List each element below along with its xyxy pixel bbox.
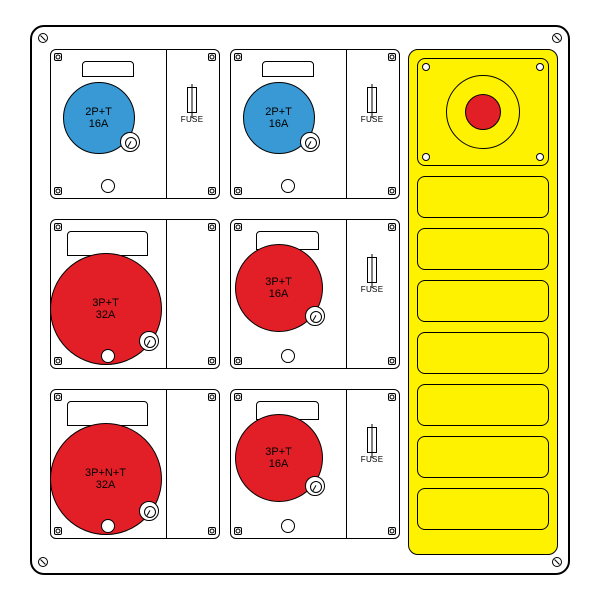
- screw-icon: [208, 393, 216, 401]
- emergency-stop-panel: [417, 58, 549, 166]
- fuse-icon: [367, 257, 377, 283]
- divider: [346, 49, 347, 199]
- breaker-slot: [417, 384, 549, 426]
- divider: [346, 219, 347, 369]
- screw-icon: [38, 557, 48, 567]
- socket-flap: [67, 401, 148, 426]
- screw-icon: [388, 393, 396, 401]
- lock-indicator-icon: [305, 306, 325, 326]
- mini-connector-icon: [281, 519, 295, 533]
- fuse-icon: [367, 427, 377, 453]
- socket-rating-line1: 3P+T: [92, 297, 119, 309]
- screw-icon: [208, 527, 216, 535]
- breaker-slot: [417, 332, 549, 374]
- screw-icon: [208, 223, 216, 231]
- screw-icon: [208, 53, 216, 61]
- socket-module: 2P+T16A FUSE: [50, 49, 220, 199]
- screw-icon: [234, 393, 242, 401]
- distribution-panel: 2P+T16AFUSE2P+T16AFUSE3P+T32A3P+T16AFUSE…: [30, 25, 570, 575]
- fuse-holder: FUSE: [181, 87, 204, 124]
- screw-icon: [388, 187, 396, 195]
- screw-icon: [38, 33, 48, 43]
- screw-icon: [234, 223, 242, 231]
- socket-module: 3P+T16A FUSE: [230, 219, 400, 369]
- socket-rating-line2: 16A: [269, 458, 289, 470]
- breaker-slot: [417, 436, 549, 478]
- screw-icon: [388, 223, 396, 231]
- fuse-holder: FUSE: [361, 257, 384, 294]
- socket-rating-line2: 32A: [96, 309, 116, 321]
- screw-icon: [536, 63, 544, 71]
- mini-connector-icon: [101, 519, 115, 533]
- mini-connector-icon: [281, 349, 295, 363]
- breaker-slot: [417, 176, 549, 218]
- divider: [166, 219, 167, 369]
- breaker-slot: [417, 228, 549, 270]
- socket-flap: [82, 61, 134, 77]
- breaker-slot: [417, 488, 549, 530]
- screw-icon: [54, 53, 62, 61]
- fuse-holder: FUSE: [361, 87, 384, 124]
- socket-rating-line1: 3P+T: [265, 276, 292, 288]
- mini-connector-icon: [101, 349, 115, 363]
- screw-icon: [234, 357, 242, 365]
- socket-rating-line2: 16A: [269, 288, 289, 300]
- screw-icon: [208, 187, 216, 195]
- screw-icon: [234, 187, 242, 195]
- screw-icon: [388, 53, 396, 61]
- screw-icon: [54, 527, 62, 535]
- screw-icon: [54, 393, 62, 401]
- screw-icon: [54, 187, 62, 195]
- screw-icon: [54, 357, 62, 365]
- screw-icon: [552, 33, 562, 43]
- mini-connector-icon: [281, 179, 295, 193]
- screw-icon: [536, 153, 544, 161]
- socket-module: 2P+T16A FUSE: [230, 49, 400, 199]
- lock-indicator-icon: [305, 476, 325, 496]
- socket-rating-line2: 16A: [269, 118, 289, 130]
- socket-module: 3P+T16A FUSE: [230, 389, 400, 539]
- socket-rating-line1: 2P+T: [85, 106, 112, 118]
- fuse-icon: [187, 87, 197, 113]
- socket-flap: [67, 231, 148, 256]
- screw-icon: [552, 557, 562, 567]
- emergency-stop-button[interactable]: [465, 94, 501, 130]
- socket-rating-line1: 3P+T: [265, 446, 292, 458]
- socket-rating-line1: 3P+N+T: [85, 467, 126, 479]
- screw-icon: [422, 153, 430, 161]
- screw-icon: [208, 357, 216, 365]
- screw-icon: [422, 63, 430, 71]
- divider: [166, 49, 167, 199]
- mini-connector-icon: [101, 179, 115, 193]
- screw-icon: [388, 357, 396, 365]
- divider: [346, 389, 347, 539]
- socket-rating-line2: 16A: [89, 118, 109, 130]
- breaker-column: [408, 49, 558, 555]
- screw-icon: [54, 223, 62, 231]
- breaker-slot: [417, 280, 549, 322]
- socket-rating-line2: 32A: [96, 479, 116, 491]
- divider: [166, 389, 167, 539]
- socket-flap: [262, 61, 314, 77]
- socket-module: 3P+N+T32A: [50, 389, 220, 539]
- fuse-holder: FUSE: [361, 427, 384, 464]
- socket-module: 3P+T32A: [50, 219, 220, 369]
- socket-rating-line1: 2P+T: [265, 106, 292, 118]
- screw-icon: [234, 527, 242, 535]
- fuse-icon: [367, 87, 377, 113]
- screw-icon: [388, 527, 396, 535]
- screw-icon: [234, 53, 242, 61]
